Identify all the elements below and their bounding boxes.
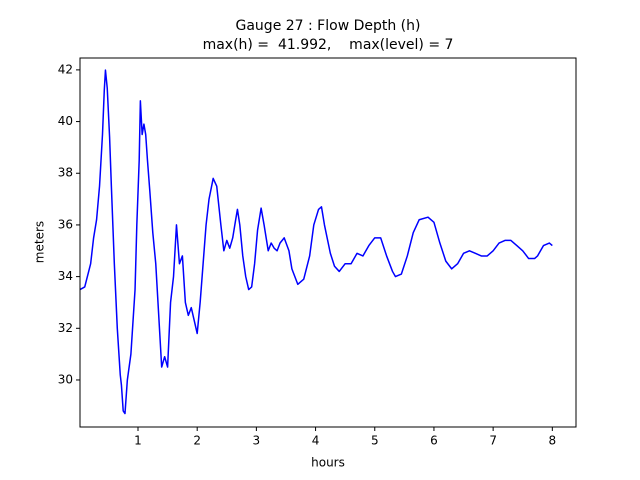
y-tick-label: 38 <box>58 166 73 180</box>
x-tick-label: 1 <box>134 434 142 448</box>
y-tick-label: 32 <box>58 321 73 335</box>
y-tick-label: 40 <box>58 114 73 128</box>
plot-frame <box>79 57 577 428</box>
x-tick-label: 5 <box>371 434 379 448</box>
x-tick-label: 8 <box>549 434 557 448</box>
x-tick-label: 3 <box>253 434 261 448</box>
y-tick-label: 30 <box>58 372 73 386</box>
y-tick-label: 42 <box>58 62 73 76</box>
x-tick-label: 2 <box>193 434 201 448</box>
y-tick-label: 36 <box>58 217 73 231</box>
y-tick-label: 34 <box>58 269 73 283</box>
chart-subtitle: max(h) = 41.992, max(level) = 7 <box>203 37 454 53</box>
chart-title: Gauge 27 : Flow Depth (h) <box>236 18 421 34</box>
x-tick-label: 7 <box>489 434 497 448</box>
x-axis-label: hours <box>311 456 345 470</box>
x-tick-label: 6 <box>430 434 438 448</box>
data-line <box>79 69 553 415</box>
x-tick-label: 4 <box>312 434 320 448</box>
y-axis-label: meters <box>33 221 47 263</box>
